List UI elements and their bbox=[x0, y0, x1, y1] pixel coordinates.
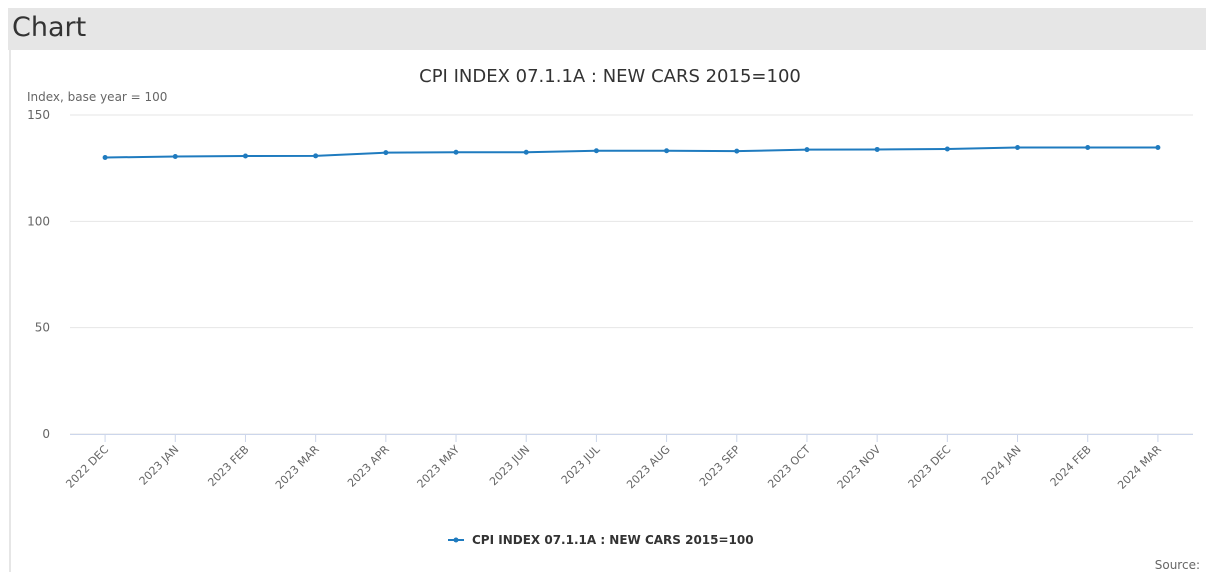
x-tick-label: 2023 JUL bbox=[559, 442, 603, 486]
x-tick-label: 2023 DEC bbox=[906, 443, 954, 491]
x-tick-label: 2023 AUG bbox=[624, 443, 673, 492]
header: Chart bbox=[8, 8, 1206, 50]
legend-label: CPI INDEX 07.1.1A : NEW CARS 2015=100 bbox=[472, 533, 754, 547]
y-tick-label: 100 bbox=[27, 214, 50, 228]
point bbox=[383, 150, 389, 156]
x-tick-label: 2023 APR bbox=[345, 443, 392, 490]
x-tick-label: 2023 MAY bbox=[415, 443, 463, 491]
panel-border bbox=[9, 50, 11, 572]
point bbox=[453, 149, 459, 155]
point bbox=[102, 155, 108, 161]
x-tick-label: 2023 JAN bbox=[137, 443, 182, 488]
y-tick-label: 0 bbox=[42, 427, 50, 441]
header-title: Chart bbox=[12, 12, 87, 43]
point bbox=[593, 148, 599, 154]
x-tick-label: 2023 JUN bbox=[487, 443, 532, 488]
point bbox=[1155, 145, 1161, 151]
point bbox=[804, 147, 810, 153]
x-tick-label: 2024 FEB bbox=[1048, 443, 1094, 489]
point bbox=[734, 148, 740, 154]
chart-title: CPI INDEX 07.1.1A : NEW CARS 2015=100 bbox=[419, 66, 801, 87]
line bbox=[105, 146, 1158, 159]
x-tick-label: 2024 MAR bbox=[1115, 443, 1164, 492]
point bbox=[313, 153, 319, 159]
point bbox=[1015, 145, 1021, 151]
legend-marker bbox=[453, 537, 459, 543]
y-tick-label: 150 bbox=[27, 108, 50, 122]
y-tick-label: 50 bbox=[35, 321, 50, 335]
x-tick-label: 2023 MAR bbox=[273, 443, 322, 492]
point bbox=[664, 148, 670, 154]
x-tick-label: 2024 JAN bbox=[979, 443, 1024, 488]
y-axis-label: Index, base year = 100 bbox=[27, 90, 167, 104]
source: Source: bbox=[1155, 558, 1200, 572]
x-tick-label: 2023 NOV bbox=[835, 443, 884, 492]
x-tick-label: 2023 OCT bbox=[765, 443, 813, 491]
point bbox=[874, 146, 880, 152]
x-tick-label: 2023 SEP bbox=[697, 443, 743, 489]
point bbox=[242, 153, 248, 159]
x-tick-label: 2023 FEB bbox=[205, 443, 251, 489]
point bbox=[172, 153, 178, 159]
point bbox=[523, 149, 529, 155]
point bbox=[1085, 145, 1091, 151]
x-tick-label: 2022 DEC bbox=[63, 443, 111, 491]
point bbox=[944, 146, 950, 152]
